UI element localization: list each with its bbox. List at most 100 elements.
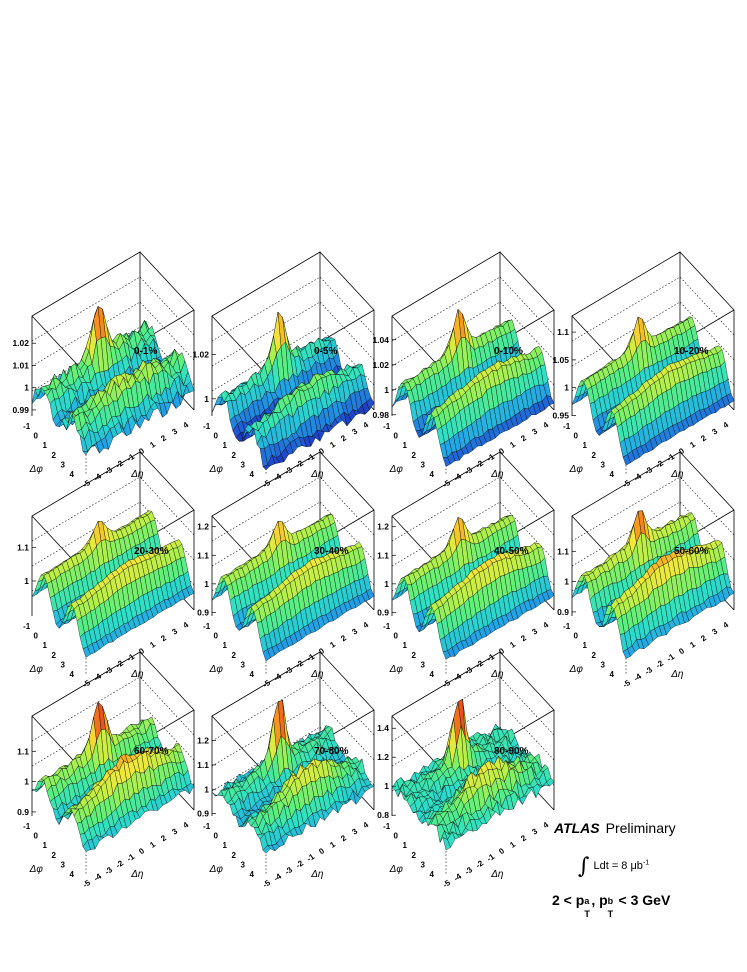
eta-tick-label: 4 bbox=[541, 420, 550, 430]
centrality-label: 0-10% bbox=[494, 346, 523, 357]
box-grid-line bbox=[212, 477, 374, 541]
eta-tick-label: 2 bbox=[339, 833, 348, 843]
eta-tick-label: 1 bbox=[328, 439, 337, 449]
phi-tick-label: 1 bbox=[42, 641, 47, 650]
phi-tick-label: 4 bbox=[609, 470, 614, 479]
phi-tick-label: 0 bbox=[573, 432, 578, 441]
phi-tick-label: 1 bbox=[582, 441, 587, 450]
eta-tick-label: 2 bbox=[159, 433, 168, 443]
phi-tick-label: 2 bbox=[231, 851, 236, 860]
eta-tick-label: 3 bbox=[350, 626, 359, 636]
eta-tick-label: 0 bbox=[677, 646, 686, 656]
phi-tick-label: 1 bbox=[222, 841, 227, 850]
surface-panel: 10-20%0.9511.051.1-101234Δφ-5-4-3-2-1012… bbox=[552, 252, 734, 490]
phi-tick-label: 3 bbox=[60, 461, 65, 470]
eta-axis-label: Δη bbox=[130, 869, 144, 880]
eta-tick-label: 0 bbox=[137, 846, 146, 856]
eta-tick-label: 2 bbox=[699, 633, 708, 643]
phi-tick-label: 3 bbox=[420, 661, 425, 670]
box-grid-line bbox=[32, 677, 194, 741]
phi-tick-label: 2 bbox=[51, 451, 56, 460]
phi-tick-label: -1 bbox=[23, 822, 31, 831]
phi-axis-label: Δφ bbox=[209, 464, 224, 475]
phi-tick-label: 3 bbox=[600, 661, 605, 670]
surface-panel: 30-40%0.911.11.2-101234Δφ-5-4-3-2-101234… bbox=[197, 452, 374, 690]
centrality-label: 40-50% bbox=[494, 546, 529, 557]
box-grid-line bbox=[212, 277, 374, 341]
phi-tick-label: -1 bbox=[203, 422, 211, 431]
z-tick-label: 1.02 bbox=[192, 349, 209, 359]
z-tick-label: 0.9 bbox=[197, 607, 209, 617]
eta-axis-label: Δη bbox=[670, 469, 684, 480]
z-tick-label: 1.01 bbox=[12, 360, 29, 370]
centrality-label: 0-5% bbox=[314, 346, 337, 357]
phi-axis-label: Δφ bbox=[569, 664, 584, 675]
phi-tick-label: 2 bbox=[51, 851, 56, 860]
eta-tick-label: 4 bbox=[181, 820, 190, 830]
phi-tick-label: 3 bbox=[240, 461, 245, 470]
eta-tick-label: 4 bbox=[361, 420, 370, 430]
z-tick-label: 0.98 bbox=[372, 410, 389, 420]
phi-tick-label: 2 bbox=[411, 451, 416, 460]
box-grid-line bbox=[572, 277, 734, 341]
phi-tick-label: 4 bbox=[69, 470, 74, 479]
phi-tick-label: 2 bbox=[231, 451, 236, 460]
eta-tick-label: 3 bbox=[350, 426, 359, 436]
surface-panel: 0-1%0.9911.011.02-101234Δφ-5-4-3-2-10123… bbox=[12, 252, 194, 490]
z-tick-label: 1 bbox=[24, 383, 29, 393]
eta-tick-label: -3 bbox=[283, 865, 294, 877]
eta-axis-label: Δη bbox=[130, 469, 144, 480]
phi-axis-label: Δφ bbox=[29, 864, 44, 875]
phi-tick-label: 1 bbox=[402, 641, 407, 650]
centrality-label: 50-60% bbox=[674, 546, 709, 557]
z-tick-label: 1 bbox=[384, 579, 389, 589]
z-tick-label: 1.1 bbox=[17, 543, 29, 553]
phi-tick-label: 2 bbox=[591, 651, 596, 660]
eta-tick-label: 3 bbox=[170, 426, 179, 436]
eta-tick-label: 4 bbox=[721, 620, 730, 630]
eta-axis-label: Δη bbox=[490, 669, 504, 680]
phi-tick-label: 4 bbox=[69, 870, 74, 879]
z-tick-label: 1.2 bbox=[197, 736, 209, 746]
eta-tick-label: 2 bbox=[339, 633, 348, 643]
box-grid-line bbox=[32, 277, 194, 341]
eta-tick-label: -5 bbox=[81, 878, 92, 890]
phi-tick-label: -1 bbox=[203, 622, 211, 631]
eta-tick-label: 1 bbox=[688, 439, 697, 449]
centrality-label: 30-40% bbox=[314, 546, 349, 557]
eta-tick-label: -1 bbox=[305, 852, 316, 864]
eta-axis-label: Δη bbox=[490, 469, 504, 480]
phi-tick-label: 4 bbox=[249, 470, 254, 479]
phi-axis-label: Δφ bbox=[209, 864, 224, 875]
phi-tick-label: 2 bbox=[51, 651, 56, 660]
eta-tick-label: -3 bbox=[103, 865, 114, 877]
eta-tick-label: 2 bbox=[339, 433, 348, 443]
phi-tick-label: 4 bbox=[249, 870, 254, 879]
phi-tick-label: 3 bbox=[600, 461, 605, 470]
z-tick-label: 1.1 bbox=[557, 327, 569, 337]
eta-tick-label: 1 bbox=[328, 639, 337, 649]
eta-tick-label: -3 bbox=[643, 665, 654, 677]
eta-tick-label: 0 bbox=[137, 446, 146, 456]
eta-tick-label: 0 bbox=[677, 446, 686, 456]
eta-axis-label: Δη bbox=[310, 869, 324, 880]
eta-tick-label: 3 bbox=[710, 626, 719, 636]
z-tick-label: 1.1 bbox=[197, 550, 209, 560]
eta-tick-label: 3 bbox=[350, 826, 359, 836]
phi-axis-label: Δφ bbox=[209, 664, 224, 675]
surface-panel: 0-10%0.9811.021.04-101234Δφ-5-4-3-2-1012… bbox=[372, 252, 554, 490]
eta-tick-label: 1 bbox=[148, 439, 157, 449]
eta-axis-label: Δη bbox=[310, 669, 324, 680]
z-tick-label: 0.99 bbox=[12, 405, 29, 415]
eta-axis-label: Δη bbox=[130, 669, 144, 680]
phi-tick-label: 2 bbox=[591, 451, 596, 460]
eta-tick-label: 2 bbox=[159, 833, 168, 843]
phi-tick-label: -1 bbox=[23, 422, 31, 431]
phi-tick-label: 0 bbox=[213, 832, 218, 841]
z-tick-label: 1 bbox=[24, 777, 29, 787]
phi-tick-label: 0 bbox=[33, 432, 38, 441]
z-tick-label: 0.9 bbox=[197, 809, 209, 819]
eta-tick-label: -4 bbox=[632, 671, 643, 683]
